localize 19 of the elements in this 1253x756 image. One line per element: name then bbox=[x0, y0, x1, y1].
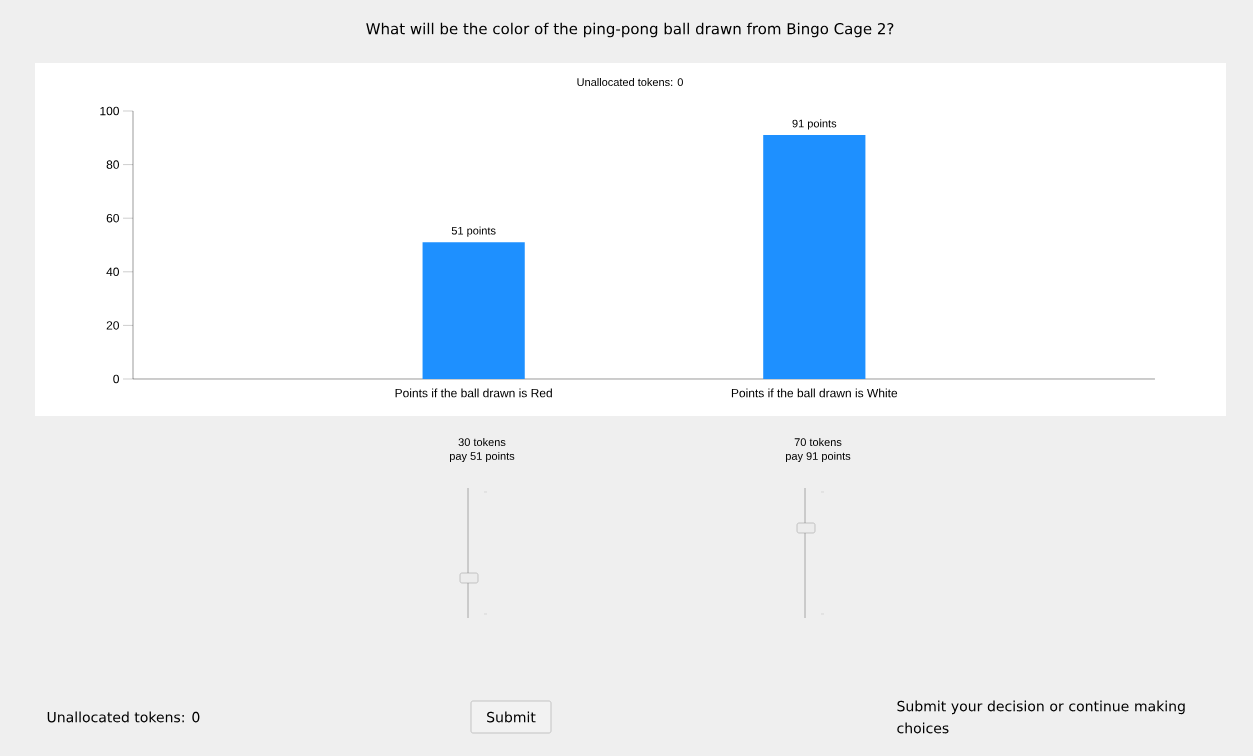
text: pay 91 points bbox=[786, 451, 851, 463]
y-tick-label: 60 bbox=[106, 213, 119, 223]
text: Submit your decision or continue making choices bbox=[897, 700, 1185, 734]
text: pay 51 points bbox=[449, 451, 515, 463]
y-tick-label: 40 bbox=[106, 267, 119, 277]
x-tick-label: Points if the ball drawn is White bbox=[731, 388, 898, 398]
text: 70 tokens bbox=[794, 437, 842, 447]
y-tick-label: 20 bbox=[106, 321, 119, 330]
y-tick-label: 80 bbox=[106, 160, 119, 169]
text: 30 tokens bbox=[458, 437, 506, 447]
y-tick-label: 100 bbox=[100, 106, 119, 116]
data-label: 51 points bbox=[451, 226, 496, 237]
chart-title: What will be the color of the ping-pong ball drawn from Bingo Cage 2? bbox=[366, 22, 894, 38]
chart-subtitle: Unallocated tokens: 0 bbox=[577, 77, 683, 87]
text: Unallocated tokens: 0 bbox=[47, 711, 200, 723]
y-tick-label: 0 bbox=[113, 374, 120, 384]
data-label: 91 points bbox=[792, 119, 837, 130]
x-tick-label: Points if the ball drawn is Red bbox=[395, 388, 552, 398]
text: Submit bbox=[487, 711, 536, 723]
